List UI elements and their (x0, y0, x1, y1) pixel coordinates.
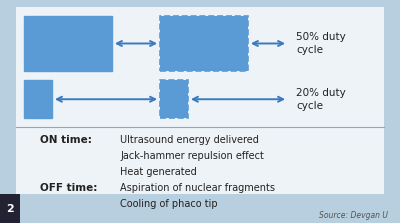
Text: Aspiration of nuclear fragments: Aspiration of nuclear fragments (120, 183, 275, 193)
Text: Cooling of phaco tip: Cooling of phaco tip (120, 199, 218, 209)
Text: OFF time:: OFF time: (40, 183, 97, 193)
Text: Jack-hammer repulsion effect: Jack-hammer repulsion effect (120, 151, 264, 161)
Bar (0, 194, 20, 223)
Text: 50% duty
cycle: 50% duty cycle (296, 32, 346, 55)
Bar (24, 80, 52, 118)
Text: Source: Devgan U: Source: Devgan U (319, 211, 388, 220)
Text: 2: 2 (6, 204, 14, 213)
Text: Ultrasound energy delivered: Ultrasound energy delivered (120, 135, 259, 145)
Bar (16, 7, 384, 194)
Text: Heat generated: Heat generated (120, 167, 197, 177)
Bar (160, 16, 248, 71)
Text: 20% duty
cycle: 20% duty cycle (296, 88, 346, 111)
Bar (160, 80, 188, 118)
Text: ON time:: ON time: (40, 135, 92, 145)
Bar (24, 16, 112, 71)
